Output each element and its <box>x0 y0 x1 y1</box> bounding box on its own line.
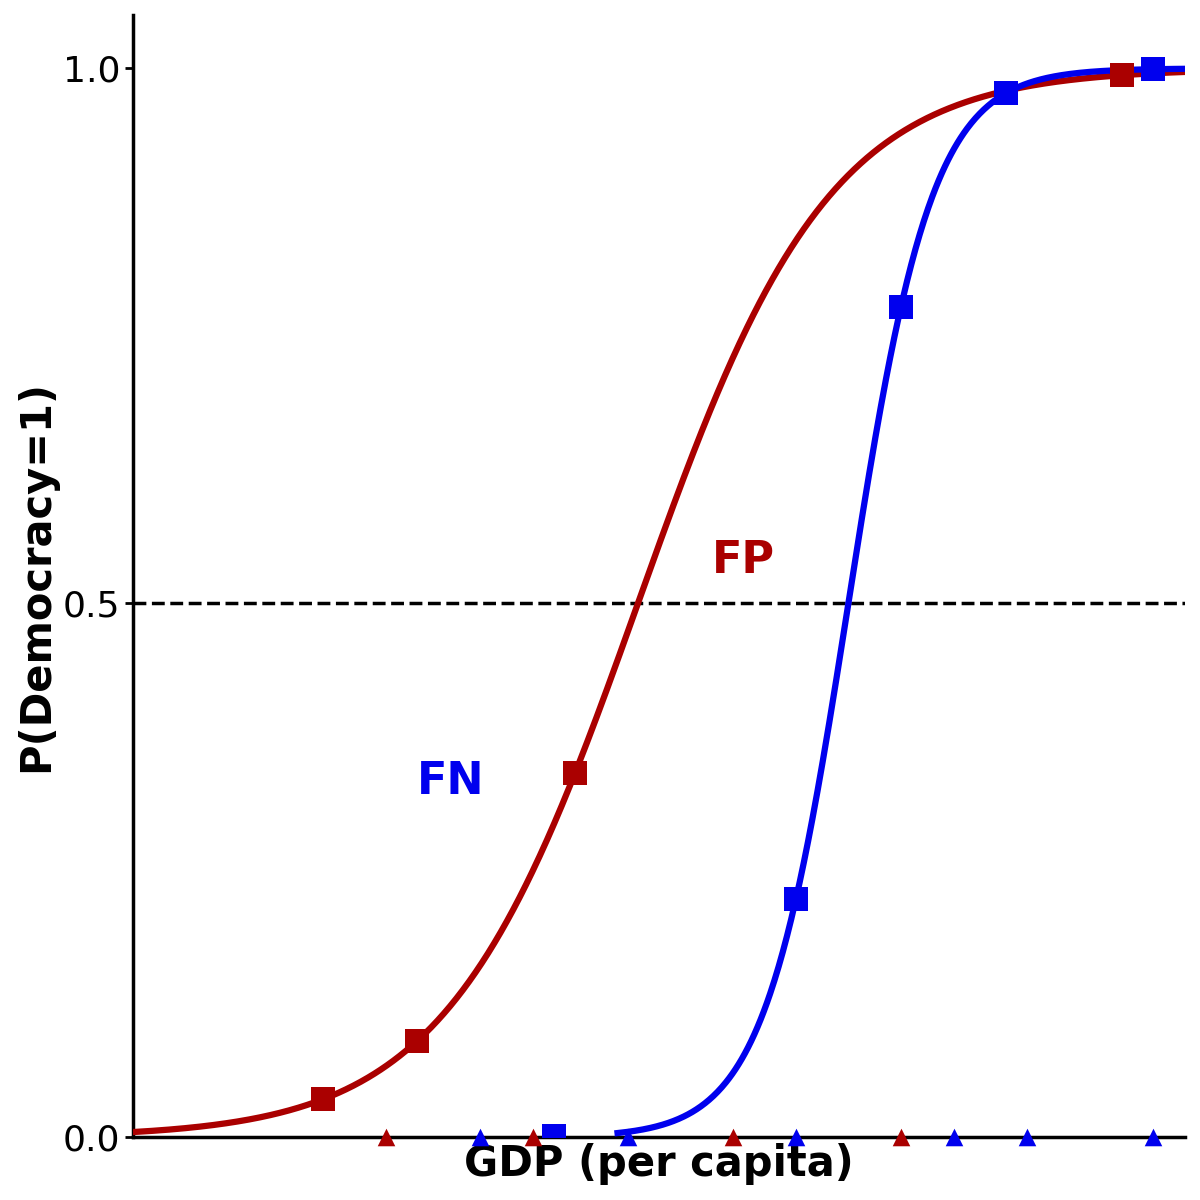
Point <box>1144 60 1163 79</box>
Point <box>1018 1128 1037 1147</box>
Point <box>1144 1128 1163 1147</box>
Point <box>892 1128 911 1147</box>
Point <box>944 1128 964 1147</box>
Point <box>545 1127 564 1146</box>
Point <box>408 1031 427 1050</box>
Point <box>724 1128 743 1147</box>
Point <box>786 889 805 908</box>
Point <box>523 1128 542 1147</box>
Point <box>470 1128 490 1147</box>
Text: FP: FP <box>712 539 775 582</box>
Point <box>786 1128 805 1147</box>
Point <box>892 296 911 316</box>
Point <box>1112 66 1132 85</box>
Point <box>618 1128 637 1147</box>
Point <box>997 84 1016 103</box>
Point <box>565 763 584 782</box>
Text: FN: FN <box>418 760 485 803</box>
X-axis label: GDP (per capita): GDP (per capita) <box>464 1142 854 1186</box>
Point <box>313 1090 332 1109</box>
Point <box>376 1128 395 1147</box>
Y-axis label: P(Democracy=1): P(Democracy=1) <box>16 380 58 773</box>
